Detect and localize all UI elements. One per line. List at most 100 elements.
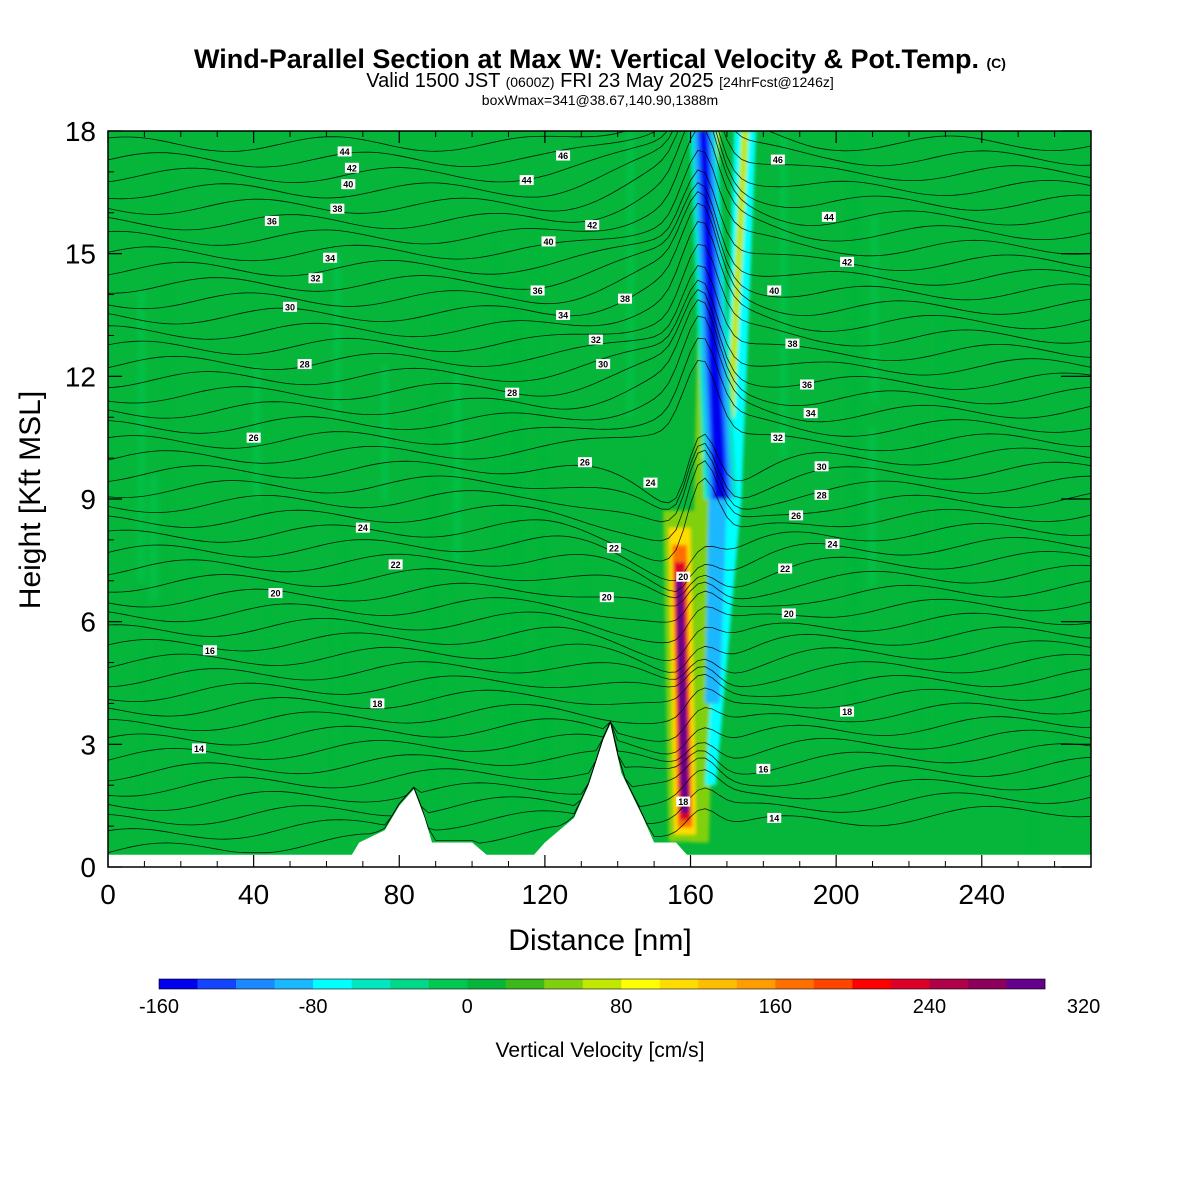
theta-contour — [108, 131, 1091, 246]
contour-label: 20 — [781, 608, 796, 619]
ascent-streak — [947, 377, 954, 771]
contour-label: 30 — [814, 461, 829, 472]
contour-label: 18 — [370, 698, 385, 709]
contour-label: 20 — [268, 588, 283, 599]
theta-contour — [108, 522, 1091, 581]
contour-label: 46 — [770, 154, 785, 165]
chart-title-main: Wind-Parallel Section at Max W: Vertical… — [194, 44, 979, 74]
contour-label: 14 — [192, 743, 207, 754]
theta-contour — [108, 131, 1091, 183]
contour-label-box — [785, 338, 800, 349]
colorbar-swatch — [659, 979, 699, 989]
y-tick-label: 18 — [65, 116, 96, 147]
y-tick-label: 6 — [80, 607, 96, 638]
theta-contour — [108, 337, 1091, 449]
contour-label-text: 30 — [285, 302, 295, 312]
contour-label-box — [840, 706, 855, 717]
contour-label: 34 — [803, 408, 818, 419]
ascent-streak — [498, 259, 505, 743]
contour-label-text: 42 — [347, 163, 357, 173]
ascent-streak — [958, 510, 971, 791]
contour-label-text: 20 — [678, 572, 688, 582]
theta-contour — [108, 716, 1091, 761]
colorbar-swatch — [313, 979, 352, 989]
contour-label-box — [825, 538, 840, 549]
contour-label: 16 — [756, 763, 771, 774]
contour-label-text: 18 — [842, 707, 852, 717]
contour-label-text: 32 — [591, 335, 601, 345]
contour-label-box — [840, 256, 855, 267]
contour-label: 42 — [840, 256, 855, 267]
theta-contour — [108, 288, 1091, 404]
descent-streak — [381, 363, 388, 502]
colorbar-tick-label: 160 — [759, 996, 792, 1018]
colorbar-swatch — [890, 979, 930, 989]
contour-label-text: 22 — [609, 544, 619, 554]
theta-contour — [108, 191, 1091, 310]
contour-label: 28 — [814, 489, 829, 500]
contour-label-box — [814, 461, 829, 472]
x-tick-label: 240 — [958, 879, 1005, 910]
contour-label-box — [800, 379, 815, 390]
contour-label-box — [246, 432, 261, 443]
contour-label: 18 — [840, 706, 855, 717]
contour-label-box — [337, 146, 352, 157]
colorbar-swatch — [775, 979, 815, 989]
theta-contour — [108, 550, 1091, 599]
colorbar-tick-label: -80 — [299, 996, 328, 1018]
theta-contour — [108, 243, 1091, 355]
theta-contour — [108, 442, 1091, 510]
contour-label: 44 — [519, 175, 534, 186]
theta-contour — [108, 640, 1091, 688]
contour-label-box — [778, 563, 793, 574]
contour-label-box — [617, 293, 632, 304]
theta-contour — [108, 598, 1091, 644]
colorbar-tick-label: -160 — [139, 996, 179, 1018]
contour-label-text: 32 — [311, 274, 321, 284]
valid-date: FRI 23 May 2025 — [560, 70, 714, 92]
contour-label-box — [283, 301, 298, 312]
colorbar-swatch — [698, 979, 738, 989]
contour-label-box — [676, 796, 691, 807]
theta-contour — [108, 131, 1091, 152]
ascent-streak — [425, 388, 436, 796]
contour-label-box — [821, 211, 836, 222]
x-tick-label: 80 — [384, 879, 415, 910]
theta-contour — [108, 612, 1091, 662]
contour-label: 36 — [264, 215, 279, 226]
contour-label: 40 — [767, 285, 782, 296]
terrain-fill — [108, 723, 1091, 867]
contour-label-text: 34 — [558, 311, 568, 321]
contour-label-text: 20 — [270, 589, 280, 599]
x-tick-label: 0 — [100, 879, 116, 910]
ascent-streak — [341, 517, 349, 746]
colorbar-swatch — [813, 979, 853, 989]
ascent-streak — [265, 372, 273, 776]
contour-label-box — [323, 252, 338, 263]
contour-label: 36 — [800, 379, 815, 390]
contour-label-text: 22 — [780, 564, 790, 574]
x-tick-label: 200 — [813, 879, 860, 910]
contour-label-text: 34 — [325, 253, 335, 263]
contour-label-box — [355, 522, 370, 533]
contour-label: 34 — [556, 310, 571, 321]
contour-label-box — [767, 812, 782, 823]
colorbar-swatch — [390, 979, 429, 989]
theta-contour — [108, 149, 1091, 262]
contour-label: 32 — [588, 334, 603, 345]
y-tick-label: 3 — [80, 729, 96, 760]
contour-label: 32 — [770, 432, 785, 443]
contour-label-text: 16 — [205, 646, 215, 656]
contour-label: 40 — [541, 236, 556, 247]
colorbar-tick-label: 0 — [462, 996, 473, 1018]
contour-label-box — [344, 162, 359, 173]
contour-label-box — [803, 408, 818, 419]
contour-label: 18 — [676, 796, 691, 807]
x-tick-label: 120 — [522, 879, 569, 910]
contour-label: 30 — [596, 359, 611, 370]
theta-contour — [108, 580, 1091, 623]
ascent-streak — [536, 202, 547, 853]
theta-contour — [108, 460, 1091, 542]
colorbar-swatch — [274, 979, 314, 989]
